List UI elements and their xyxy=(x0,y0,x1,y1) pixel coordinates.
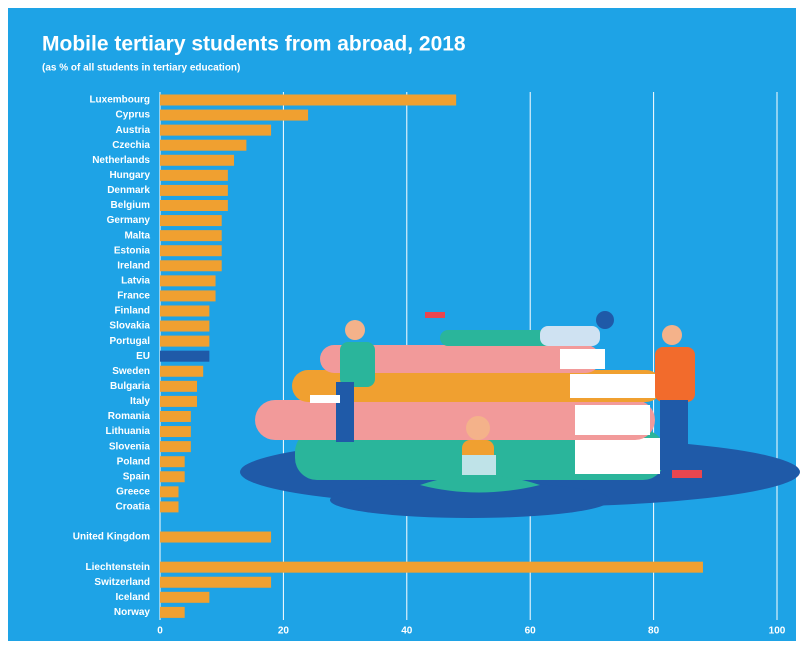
bar xyxy=(160,591,210,603)
y-tick-label: Portugal xyxy=(109,336,150,347)
bar xyxy=(160,109,309,121)
x-tick-label: 60 xyxy=(525,626,537,637)
y-tick-label: Sweden xyxy=(112,366,150,377)
bar xyxy=(160,576,272,588)
bar xyxy=(160,245,222,257)
y-tick-label: Austria xyxy=(116,125,151,136)
bar xyxy=(160,486,179,498)
bar xyxy=(160,305,210,317)
y-tick-label: Switzerland xyxy=(94,577,150,588)
bar xyxy=(160,365,204,377)
y-tick-label: Latvia xyxy=(121,275,150,286)
x-tick-label: 20 xyxy=(278,626,290,637)
bar xyxy=(160,471,185,483)
bar xyxy=(160,456,185,468)
bar xyxy=(160,410,191,422)
y-tick-label: Romania xyxy=(108,411,151,422)
y-tick-label: Greece xyxy=(116,486,150,497)
bar xyxy=(160,230,222,242)
x-tick-label: 40 xyxy=(401,626,413,637)
bar xyxy=(160,275,216,287)
y-tick-label: United Kingdom xyxy=(73,532,150,543)
bar xyxy=(160,380,198,392)
bar xyxy=(160,154,235,166)
y-tick-label: Cyprus xyxy=(116,110,151,121)
y-tick-label: Luxembourg xyxy=(89,95,150,106)
bar xyxy=(160,215,222,227)
chart-subtitle: (as % of all students in tertiary educat… xyxy=(42,63,240,74)
y-tick-label: Bulgaria xyxy=(110,381,150,392)
bar xyxy=(160,184,228,196)
y-tick-label: Spain xyxy=(123,471,150,482)
bar xyxy=(160,426,191,438)
y-tick-label: Italy xyxy=(130,396,150,407)
bar xyxy=(160,335,210,347)
bar xyxy=(160,531,272,543)
y-tick-label: Liechtenstein xyxy=(86,562,150,573)
bar xyxy=(160,320,210,332)
y-tick-label: Poland xyxy=(117,456,150,467)
bar xyxy=(160,290,216,302)
y-tick-label: Malta xyxy=(124,230,150,241)
bar xyxy=(160,94,457,106)
y-tick-label: Estonia xyxy=(114,245,151,256)
bar xyxy=(160,260,222,272)
y-tick-label: Czechia xyxy=(112,140,150,151)
y-tick-label: Belgium xyxy=(111,200,151,211)
illustration xyxy=(240,311,800,518)
bar xyxy=(160,139,247,151)
bar xyxy=(160,606,185,618)
x-tick-label: 80 xyxy=(648,626,660,637)
bar xyxy=(160,169,228,181)
bar xyxy=(160,124,272,136)
y-tick-label: EU xyxy=(136,351,150,362)
y-tick-label: Netherlands xyxy=(92,155,150,166)
bar xyxy=(160,350,210,362)
bar xyxy=(160,441,191,453)
chart-title: Mobile tertiary students from abroad, 20… xyxy=(42,33,466,56)
background xyxy=(8,8,796,641)
x-tick-label: 0 xyxy=(157,626,163,637)
y-tick-label: Lithuania xyxy=(106,426,151,437)
y-tick-label: Denmark xyxy=(107,185,150,196)
y-tick-label: Ireland xyxy=(117,260,150,271)
y-tick-label: France xyxy=(117,291,150,302)
bar xyxy=(160,501,179,513)
y-tick-label: Slovenia xyxy=(109,441,151,452)
y-tick-label: Croatia xyxy=(116,502,151,513)
y-tick-label: Finland xyxy=(114,306,150,317)
y-tick-label: Slovakia xyxy=(109,321,150,332)
y-tick-label: Germany xyxy=(107,215,151,226)
x-tick-label: 100 xyxy=(769,626,786,637)
bar xyxy=(160,199,228,211)
bar xyxy=(160,395,198,407)
y-tick-label: Iceland xyxy=(116,592,150,603)
y-tick-label: Hungary xyxy=(109,170,150,181)
bar xyxy=(160,561,703,573)
y-tick-label: Norway xyxy=(114,607,151,618)
